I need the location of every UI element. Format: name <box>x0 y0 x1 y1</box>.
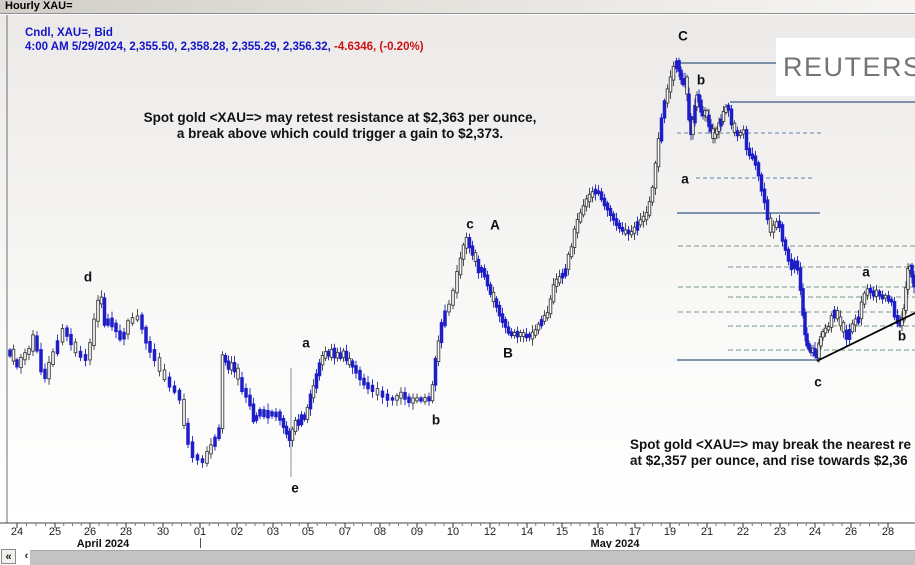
x-axis-tick-label: 28 <box>881 526 895 538</box>
annotation-line: Spot gold <XAU=> may retest resistance a… <box>143 110 537 125</box>
x-axis-tick-label: 30 <box>156 526 170 538</box>
reuters-logo-text: REUTERS <box>783 51 915 82</box>
x-axis-tick-label: 02 <box>230 526 244 538</box>
annotation-line: at $2,357 per ounce, and rise towards $2… <box>630 453 908 468</box>
chart-plot-area[interactable] <box>0 15 915 523</box>
x-axis-tick-label: 01 <box>193 526 207 538</box>
window-title-bar: Hourly XAU= <box>0 0 915 14</box>
trendline <box>816 312 915 362</box>
x-axis-tick-label: 28 <box>119 526 133 538</box>
x-axis-tick-label: 15 <box>555 526 569 538</box>
wave-label: d <box>83 269 93 285</box>
wave-label: b <box>431 412 441 428</box>
x-axis-tick-label: 21 <box>700 526 714 538</box>
reuters-logo: REUTERS <box>776 38 915 96</box>
x-axis-tick-label: 09 <box>410 526 424 538</box>
scrollbar-thumb[interactable] <box>30 550 915 565</box>
legend-series-line: Cndl, XAU=, Bid <box>25 27 113 39</box>
x-axis-tick-label: 07 <box>338 526 352 538</box>
x-axis-month-label: May 2024 <box>590 538 640 550</box>
x-axis-tick-label: 24 <box>808 526 822 538</box>
wave-label: c <box>466 216 474 232</box>
x-axis-tick-label: 10 <box>446 526 460 538</box>
x-axis-tick-label: 26 <box>83 526 97 538</box>
month-separator <box>200 538 201 549</box>
x-axis-tick-label: 03 <box>266 526 280 538</box>
chart-legend: Cndl, XAU=, Bid 4:00 AM 5/29/2024, 2,355… <box>25 26 424 54</box>
scroll-fast-back-button[interactable]: « <box>1 549 16 564</box>
wave-label: a <box>681 171 689 187</box>
x-axis-tick-label: 14 <box>520 526 534 538</box>
wave-label: C <box>678 28 688 44</box>
page-title: Hourly XAU= <box>5 0 73 12</box>
wave-label: a <box>862 264 870 280</box>
x-axis-tick-label: 12 <box>483 526 497 538</box>
x-axis-tick-label: 08 <box>373 526 387 538</box>
wave-label: b <box>897 328 907 344</box>
x-axis-ticks <box>16 523 889 528</box>
x-axis-tick-label: 19 <box>663 526 677 538</box>
legend-quote-line: 4:00 AM 5/29/2024, 2,355.50, 2,358.28, 2… <box>25 40 424 54</box>
x-axis-tick-label: 26 <box>844 526 858 538</box>
legend-change-values: -4.6346, (-0.20%) <box>330 41 424 53</box>
x-axis-tick-label: 25 <box>48 526 62 538</box>
candlestick-series <box>8 57 915 477</box>
x-axis-tick-label: 22 <box>736 526 750 538</box>
annotation-line: a break above which could trigger a gain… <box>176 126 504 141</box>
x-axis-month-label: April 2024 <box>76 538 130 550</box>
scroll-back-button[interactable]: ‹ <box>24 550 29 562</box>
wave-label: b <box>696 72 706 88</box>
x-axis-tick-label: 05 <box>301 526 315 538</box>
wave-label: e <box>291 480 299 496</box>
wave-label: a <box>302 335 310 351</box>
wave-label: B <box>503 345 513 361</box>
annotation-resistance-note: Spot gold <XAU=> may retest resistance a… <box>144 110 537 142</box>
wave-label: c <box>814 374 822 390</box>
annotation-break-note: Spot gold <XAU=> may break the nearest r… <box>630 437 911 469</box>
x-axis-tick-label: 24 <box>10 526 24 538</box>
annotation-line: Spot gold <XAU=> may break the nearest r… <box>630 437 911 452</box>
legend-ohlc-values: 4:00 AM 5/29/2024, 2,355.50, 2,358.28, 2… <box>25 41 331 53</box>
x-axis-tick-label: 16 <box>591 526 605 538</box>
x-axis-tick-label: 17 <box>628 526 642 538</box>
horizontal-scrollbar: « ‹ <box>0 548 915 565</box>
wave-label: A <box>490 217 500 233</box>
x-axis-tick-label: 23 <box>773 526 787 538</box>
